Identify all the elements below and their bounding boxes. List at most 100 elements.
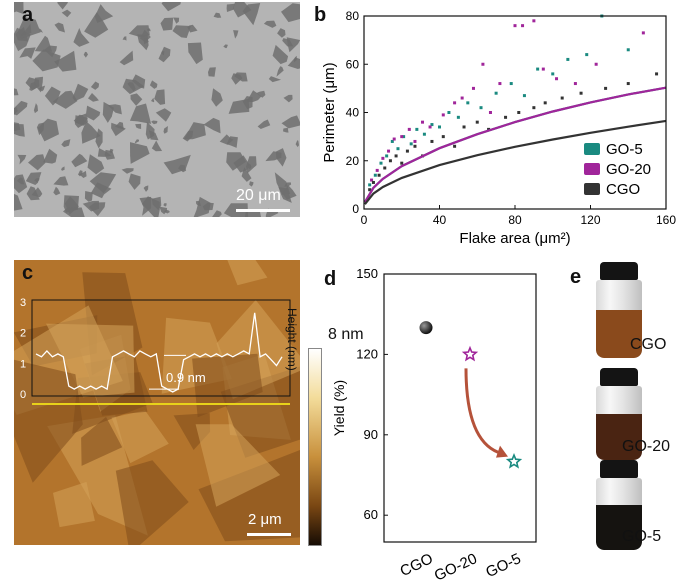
legend-label: GO-20 — [606, 161, 651, 178]
data-point-go-20 — [381, 156, 385, 160]
panel-e-letter: e — [570, 266, 582, 288]
data-point-go-20 — [392, 137, 396, 141]
data-point-go-5 — [466, 101, 470, 105]
x-tick-label: 0 — [361, 213, 368, 227]
data-point-cgo — [462, 125, 466, 129]
go-flake — [78, 170, 83, 177]
go-flake — [187, 42, 203, 65]
afm-flake — [14, 359, 83, 483]
go-flake — [14, 2, 24, 15]
go-flake — [281, 115, 300, 129]
go-flake — [135, 123, 142, 129]
legend-label: GO-5 — [606, 141, 643, 158]
vial-cap — [600, 262, 638, 280]
data-point-cgo — [405, 149, 409, 153]
afm-colorbar — [308, 348, 322, 546]
go-flake — [28, 154, 46, 171]
go-flake — [17, 17, 41, 39]
go-flake — [149, 80, 158, 89]
go-flake — [84, 12, 109, 38]
data-point-go-20 — [555, 77, 559, 81]
go-flake — [234, 72, 248, 82]
x-category-label: CGO — [398, 550, 436, 580]
go-flake — [247, 163, 252, 170]
go-flake — [178, 164, 187, 173]
vial-liquid — [596, 309, 642, 358]
legend-label: CGO — [606, 181, 640, 198]
go-flake — [130, 142, 150, 164]
data-point-cgo — [543, 101, 547, 105]
data-point-cgo — [377, 173, 381, 177]
data-point-go-5 — [422, 132, 426, 136]
go-flake — [97, 148, 112, 157]
go-flake — [73, 28, 90, 47]
y-tick-label: 60 — [346, 57, 360, 71]
data-point-cgo — [475, 120, 479, 124]
go-flake — [25, 77, 40, 90]
data-point-go-5 — [456, 115, 460, 119]
go-flake — [128, 173, 141, 190]
go-flake — [14, 174, 28, 194]
afm-flake — [111, 410, 169, 464]
go-flake — [233, 30, 239, 39]
data-point-cgo — [532, 106, 536, 110]
data-point-go-20 — [513, 24, 517, 28]
go-flake — [71, 153, 88, 168]
x-tick-label: 160 — [656, 213, 676, 227]
data-point-go-5 — [522, 94, 526, 98]
scale-bar-a — [236, 209, 290, 212]
go-flake — [127, 82, 136, 92]
go-flake — [226, 136, 238, 148]
go-flake — [81, 121, 101, 144]
vial-glass — [596, 386, 642, 460]
go-flake — [182, 130, 194, 142]
data-point-go-20 — [541, 67, 545, 71]
go-flake — [151, 120, 158, 125]
yield-marker-cgo — [419, 321, 433, 335]
go-flake — [53, 176, 69, 186]
afm-flake — [46, 323, 135, 398]
x-category-label: GO-20 — [432, 550, 480, 583]
go-flake — [151, 97, 155, 103]
data-point-go-5 — [430, 123, 434, 127]
afm-flake — [195, 424, 281, 507]
go-flake — [286, 37, 300, 53]
go-flake — [61, 9, 72, 18]
go-flake — [283, 127, 289, 133]
scale-bar-a-label: 20 μm — [236, 187, 281, 204]
go-flake — [228, 98, 250, 114]
go-flake — [134, 139, 139, 144]
go-flake — [90, 81, 100, 90]
data-point-go-20 — [421, 120, 425, 124]
afm-flake — [81, 416, 123, 466]
vial-liquid — [596, 414, 642, 460]
data-point-go-5 — [379, 161, 383, 165]
go-flake — [34, 35, 53, 52]
vial-label: GO-20 — [622, 438, 671, 455]
y-tick-label: 150 — [356, 266, 378, 281]
profile-tick: 2 — [20, 328, 26, 340]
go-flake — [54, 22, 65, 33]
vial-go-20 — [594, 368, 644, 460]
data-point-go-5 — [385, 154, 389, 158]
data-point-go-20 — [413, 139, 417, 143]
data-point-cgo — [430, 139, 434, 143]
legend-swatch — [584, 183, 600, 195]
data-point-go-20 — [375, 168, 379, 172]
go-flake — [212, 210, 222, 217]
go-flake — [284, 182, 292, 187]
go-flake — [119, 50, 134, 66]
data-point-go-20 — [573, 82, 577, 86]
go-flake — [208, 67, 216, 77]
go-flake — [129, 103, 152, 124]
y-axis-label: Perimeter (μm) — [321, 62, 338, 162]
go-flake — [203, 117, 221, 134]
data-point-go-5 — [438, 125, 441, 129]
go-flake — [256, 90, 266, 98]
go-flake — [226, 152, 246, 171]
go-flake — [163, 126, 168, 134]
go-flake — [122, 36, 127, 41]
data-point-cgo — [368, 188, 372, 192]
go-flake — [163, 203, 167, 207]
go-flake — [14, 123, 25, 137]
